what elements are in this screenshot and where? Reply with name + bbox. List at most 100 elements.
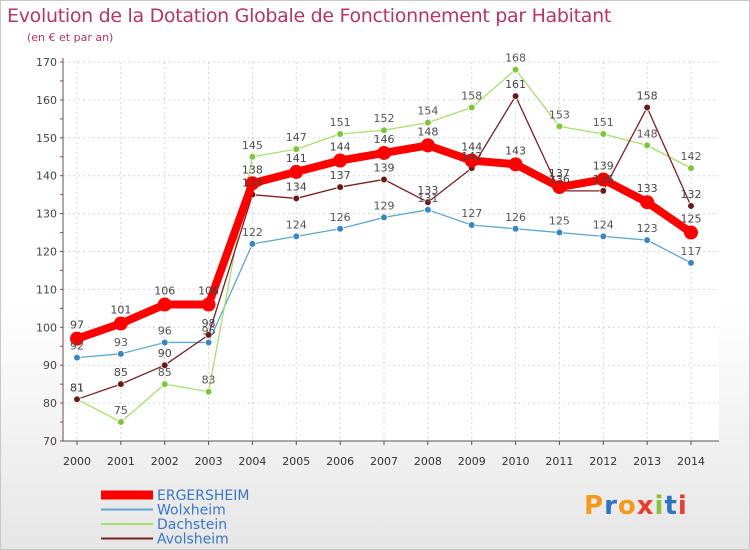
x-tick-label: 2001 <box>107 455 135 468</box>
data-point-wolxheim <box>424 206 432 214</box>
data-point-wolxheim <box>555 228 564 237</box>
y-tick-label: 90 <box>43 359 57 372</box>
data-label-dachstein: 81 <box>70 381 84 394</box>
data-point-ergersheim <box>113 316 128 331</box>
data-point-avolsheim <box>424 198 432 207</box>
data-point-wolxheim <box>248 240 257 248</box>
data-label-ergersheim: 138 <box>242 163 263 176</box>
data-label-wolxheim: 117 <box>681 245 702 258</box>
data-label-avolsheim: 158 <box>637 89 658 102</box>
chart-title: Evolution de la Dotation Globale de Fonc… <box>7 5 612 27</box>
data-label-ergersheim: 143 <box>505 144 526 157</box>
data-point-avolsheim <box>599 187 608 195</box>
data-point-ergersheim <box>333 153 348 168</box>
data-point-avolsheim <box>336 183 344 191</box>
legend-label-avolsheim: Avolsheim <box>157 532 229 548</box>
x-tick-label: 2008 <box>414 455 442 468</box>
data-label-dachstein: 151 <box>330 116 351 129</box>
data-point-dachstein <box>687 164 695 172</box>
data-point-avolsheim <box>643 103 651 112</box>
data-point-avolsheim <box>292 194 301 203</box>
data-label-wolxheim: 92 <box>70 340 84 353</box>
data-label-dachstein: 151 <box>593 116 614 129</box>
data-point-ergersheim <box>420 138 435 153</box>
data-label-wolxheim: 122 <box>242 226 263 239</box>
data-point-ergersheim <box>596 172 611 187</box>
data-label-ergersheim: 106 <box>198 285 219 298</box>
data-point-ergersheim <box>245 176 260 191</box>
data-label-wolxheim: 124 <box>593 218 614 231</box>
data-label-dachstein: 145 <box>242 139 263 152</box>
data-label-wolxheim: 126 <box>505 211 526 224</box>
data-label-wolxheim: 96 <box>202 324 216 337</box>
data-label-avolsheim: 81 <box>70 381 84 394</box>
data-point-dachstein <box>424 118 432 127</box>
data-point-dachstein <box>599 130 608 138</box>
data-point-dachstein <box>336 130 344 138</box>
data-point-ergersheim <box>157 297 172 312</box>
data-label-avolsheim: 132 <box>681 188 702 201</box>
y-tick-label: 140 <box>36 170 57 183</box>
data-label-avolsheim: 136 <box>593 173 614 186</box>
data-point-avolsheim <box>117 380 125 388</box>
data-point-wolxheim <box>292 232 301 241</box>
data-label-ergersheim: 133 <box>637 182 658 195</box>
data-point-ergersheim <box>70 331 84 346</box>
data-point-wolxheim <box>599 232 608 241</box>
data-point-dachstein <box>248 152 257 161</box>
data-label-avolsheim: 161 <box>505 78 526 91</box>
x-tick-label: 2012 <box>589 455 617 468</box>
data-label-dachstein: 75 <box>114 404 128 417</box>
data-point-avolsheim <box>511 92 520 100</box>
data-label-ergersheim: 141 <box>286 152 307 165</box>
y-tick-label: 110 <box>36 283 57 296</box>
y-tick-label: 150 <box>36 132 57 145</box>
data-point-wolxheim <box>336 224 344 233</box>
data-label-ergersheim: 125 <box>681 213 702 226</box>
x-tick-label: 2007 <box>370 455 398 468</box>
data-point-wolxheim <box>73 353 81 362</box>
proxiti-logo: Proxiti <box>584 491 688 521</box>
data-label-dachstein: 148 <box>637 127 658 140</box>
data-label-ergersheim: 139 <box>593 159 614 172</box>
y-tick-label: 120 <box>36 246 57 259</box>
data-point-wolxheim <box>687 259 695 267</box>
data-label-dachstein: 142 <box>681 150 702 163</box>
data-label-dachstein: 154 <box>417 105 438 118</box>
x-tick-label: 2004 <box>238 455 266 468</box>
data-label-avolsheim: 137 <box>330 169 351 182</box>
data-label-wolxheim: 126 <box>330 211 351 224</box>
data-label-ergersheim: 97 <box>70 319 84 332</box>
data-label-dachstein: 168 <box>505 52 526 65</box>
data-point-ergersheim <box>464 153 479 168</box>
x-tick-label: 2006 <box>326 455 354 468</box>
data-point-avolsheim <box>687 202 695 210</box>
x-tick-label: 2000 <box>63 455 91 468</box>
data-label-wolxheim: 124 <box>286 218 307 231</box>
x-tick-label: 2005 <box>282 455 310 468</box>
data-point-ergersheim <box>684 225 698 240</box>
data-point-ergersheim <box>552 180 567 195</box>
data-point-dachstein <box>204 387 213 396</box>
legend-label-ergersheim: ERGERSHEIM <box>157 488 249 504</box>
data-label-wolxheim: 123 <box>637 222 658 235</box>
data-point-wolxheim <box>117 350 125 358</box>
data-label-ergersheim: 144 <box>330 141 351 154</box>
legend-label-dachstein: Dachstein <box>157 517 227 533</box>
data-label-ergersheim: 144 <box>461 141 482 154</box>
data-point-wolxheim <box>160 338 169 347</box>
data-point-dachstein <box>643 141 651 150</box>
x-tick-label: 2002 <box>151 455 179 468</box>
x-tick-label: 2010 <box>502 455 530 468</box>
data-label-dachstein: 147 <box>286 131 307 144</box>
data-label-wolxheim: 93 <box>114 336 128 349</box>
data-point-avolsheim <box>204 331 213 339</box>
data-label-dachstein: 153 <box>549 108 570 121</box>
x-tick-label: 2013 <box>633 455 661 468</box>
data-label-wolxheim: 129 <box>374 199 395 212</box>
data-label-ergersheim: 137 <box>549 167 570 180</box>
data-label-wolxheim: 96 <box>158 324 172 337</box>
data-point-ergersheim <box>201 297 216 312</box>
data-point-dachstein <box>117 418 125 426</box>
